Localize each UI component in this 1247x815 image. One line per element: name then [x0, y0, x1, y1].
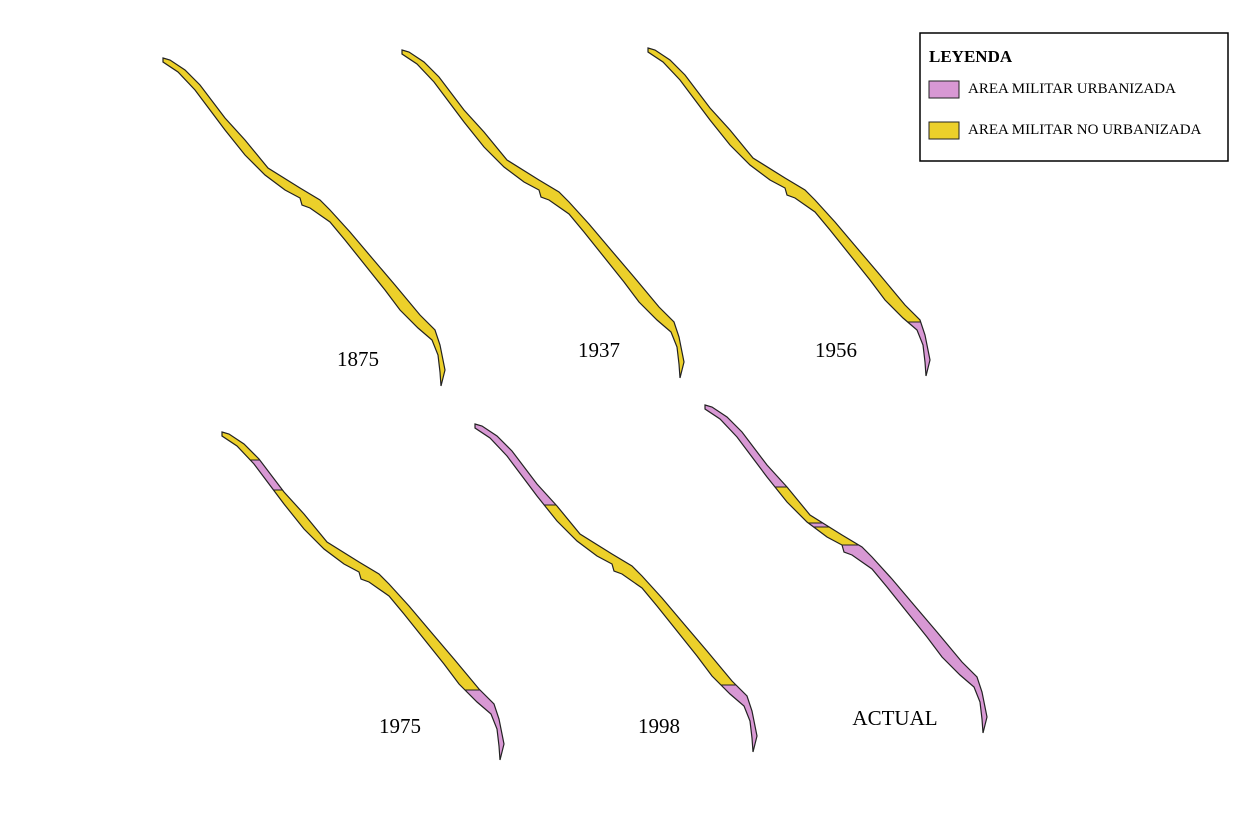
- panel-label: 1975: [379, 714, 421, 738]
- legend-swatch: [928, 80, 960, 99]
- legend-item: AREA MILITAR URBANIZADA: [968, 81, 1176, 97]
- panel-label: 1998: [638, 714, 680, 738]
- strip-actual: [704, 404, 988, 734]
- legend-item: AREA MILITAR NO URBANIZADA: [968, 122, 1202, 138]
- panel-label: 1956: [815, 338, 857, 362]
- panel-label: 1875: [337, 347, 379, 371]
- strip-1937: [401, 49, 685, 379]
- strip-1998: [474, 423, 758, 753]
- legend-swatch: [928, 121, 960, 140]
- panel-label: ACTUAL: [852, 706, 937, 730]
- legend-title: LEYENDA: [929, 47, 1013, 66]
- legend-frame: [919, 32, 1229, 162]
- legend: LEYENDA AREA MILITAR URBANIZADA AREA MIL…: [919, 32, 1229, 162]
- strip-1975: [221, 431, 505, 761]
- strip-1875: [162, 57, 446, 387]
- panel-label: 1937: [578, 338, 620, 362]
